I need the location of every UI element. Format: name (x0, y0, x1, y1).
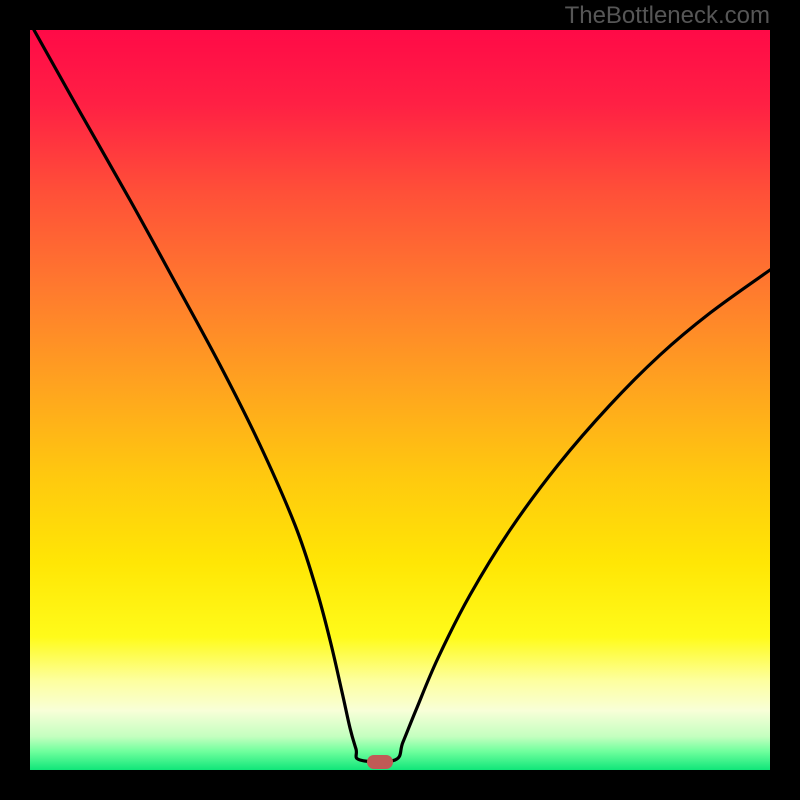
curve-layer (0, 0, 800, 800)
chart-container: TheBottleneck.com (0, 0, 800, 800)
bottleneck-curve (34, 30, 770, 762)
bottleneck-optimum-marker (367, 755, 393, 769)
